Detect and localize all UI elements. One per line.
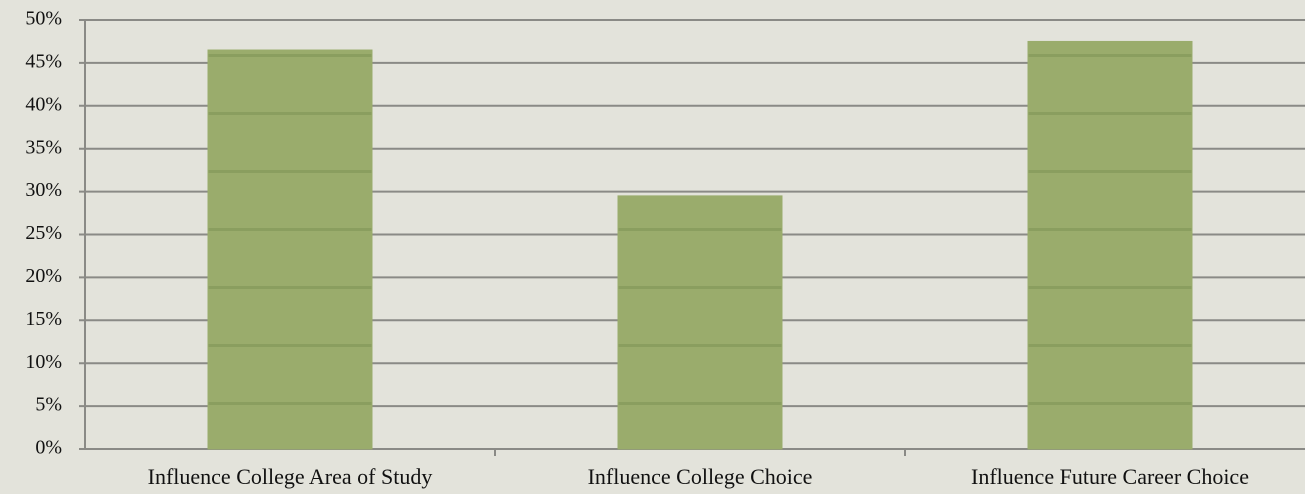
y-tick-label: 50% <box>25 8 62 30</box>
x-tick-label: Influence College Area of Study <box>148 464 433 489</box>
y-tick-label: 30% <box>25 179 62 201</box>
y-tick-label: 45% <box>25 50 62 72</box>
y-tick-label: 20% <box>25 265 62 287</box>
bar <box>207 49 373 450</box>
bar <box>617 195 783 450</box>
y-tick-label: 10% <box>25 351 62 373</box>
y-tick-label: 35% <box>25 136 62 158</box>
y-tick-label: 5% <box>35 394 62 416</box>
x-tick-label: Influence Future Career Choice <box>971 464 1249 489</box>
y-tick-label: 40% <box>25 93 62 115</box>
y-tick-label: 25% <box>25 222 62 244</box>
y-tick-label: 0% <box>35 437 62 459</box>
x-tick-label: Influence College Choice <box>588 464 813 489</box>
bar <box>1027 40 1193 450</box>
y-tick-label: 15% <box>25 308 62 330</box>
